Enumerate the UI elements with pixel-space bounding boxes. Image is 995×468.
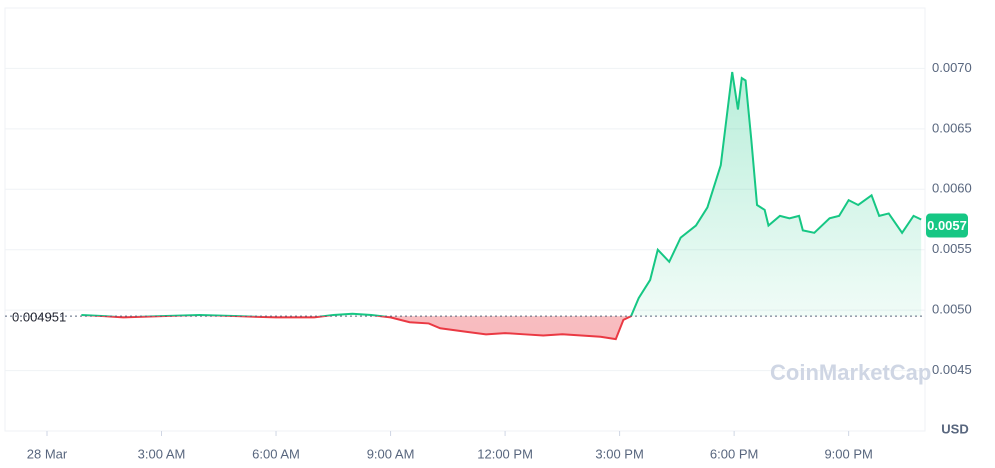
x-tick-label: 28 Mar — [27, 446, 68, 461]
x-tick-label: 6:00 AM — [252, 446, 300, 461]
x-tick-label: 9:00 AM — [367, 446, 415, 461]
y-tick-label: 0.0045 — [932, 362, 972, 377]
y-tick-label: 0.0055 — [932, 241, 972, 256]
price-line — [81, 71, 922, 317]
x-tick-label: 12:00 PM — [477, 446, 533, 461]
last-price-label: 0.0057 — [927, 218, 967, 233]
currency: USD — [941, 421, 968, 436]
baseline-label: 0.004951 — [12, 310, 66, 325]
x-tick-label: 3:00 AM — [138, 446, 186, 461]
plot-frame — [4, 7, 926, 432]
x-tick-label: 3:00 PM — [595, 446, 643, 461]
watermark: CoinMarketCap — [770, 360, 931, 385]
x-tick-label: 6:00 PM — [710, 446, 758, 461]
price-area — [81, 72, 922, 317]
y-tick-label: 0.0050 — [932, 302, 972, 317]
x-tick-label: 9:00 PM — [824, 446, 872, 461]
price-area — [81, 316, 922, 340]
last-price-tag — [926, 213, 968, 238]
y-tick-label: 0.0070 — [932, 60, 972, 75]
y-tick-label: 0.0060 — [932, 181, 972, 196]
y-tick-label: 0.0065 — [932, 120, 972, 135]
